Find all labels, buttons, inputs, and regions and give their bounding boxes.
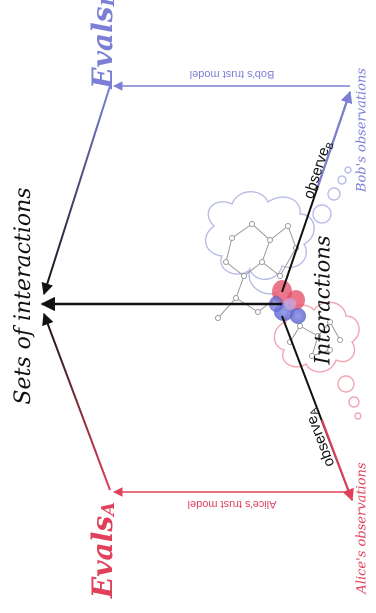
- evals-b-arrow: [41, 85, 111, 296]
- sets-of-interactions-text: Sets of interactions: [11, 187, 36, 404]
- alice-interaction-cloud: [273, 301, 362, 420]
- evals-a-sub: A: [98, 502, 119, 518]
- bob-observations-text: Bob's observations: [355, 68, 370, 193]
- sets-of-interactions-label: Sets of interactions: [11, 187, 36, 404]
- bob-trust-model-text: Bob's trust model: [190, 68, 275, 80]
- evals-a-label: EvalsA: [86, 502, 120, 599]
- bob-observations-label: Bob's observations: [355, 68, 370, 193]
- bob-interaction-cloud: [204, 166, 352, 295]
- interactions-text: Interactions: [311, 235, 335, 365]
- evals-b-sub: B: [98, 0, 119, 8]
- alice-observations-label: Alice's observations: [355, 462, 370, 594]
- evals-a-text: Evals: [86, 516, 119, 599]
- observe-a-sub: A: [308, 406, 321, 416]
- observe-a-text: observe: [303, 413, 338, 469]
- bob-trust-model-label: Bob's trust model: [190, 68, 275, 80]
- alice-trust-model-label: Alice's trust model: [188, 498, 277, 510]
- svg-text:observeB: observeB: [300, 138, 336, 201]
- svg-text:EvalsB: EvalsB: [86, 0, 120, 90]
- interactions-label: Interactions: [311, 235, 335, 365]
- observe-b-sub: B: [324, 141, 337, 151]
- alice-observations-text: Alice's observations: [355, 462, 370, 594]
- alice-trust-model-text: Alice's trust model: [188, 498, 277, 510]
- observe-a-arrow: [321, 419, 354, 502]
- observe-b-label: observeB: [300, 138, 336, 201]
- evals-b-text: Evals: [86, 6, 119, 89]
- svg-text:EvalsA: EvalsA: [86, 502, 120, 599]
- evals-b-label: EvalsB: [86, 0, 120, 90]
- interaction-blob: [269, 280, 306, 324]
- evals-a-arrow: [42, 312, 111, 491]
- observe-b-arrow: [317, 90, 353, 187]
